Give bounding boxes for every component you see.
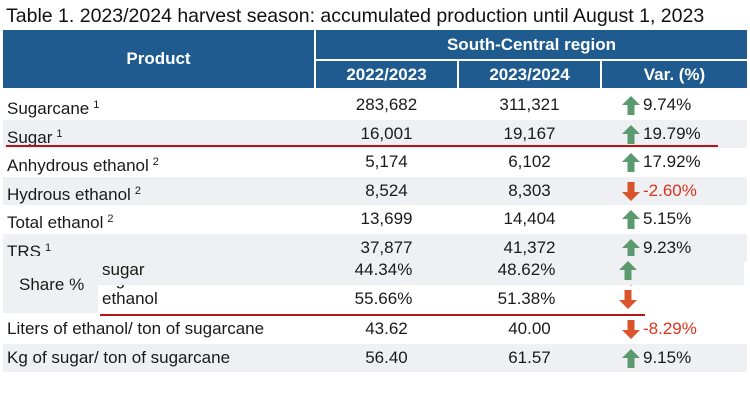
row-product-name: Kg of sugar/ ton of sugarcane <box>7 344 230 373</box>
row-value-2022-2023: 283,682 <box>355 95 418 114</box>
row-value-2023-2024: 311,321 <box>499 95 560 114</box>
row-product-name: Total ethanol 2 <box>7 205 114 234</box>
row-product-name: Liters of ethanol/ ton of sugarcane <box>7 315 264 344</box>
row-variation: 9.74% <box>643 95 692 114</box>
table-caption-text: 2023/2024 harvest season: accumulated pr… <box>79 5 705 27</box>
row-variation: 9.15% <box>643 347 692 367</box>
share-row-name: ethanol <box>102 288 158 308</box>
share-group: Share % <box>3 256 98 313</box>
share-value-2022-2023: 44.34% <box>354 260 413 279</box>
arrow-down-icon <box>622 320 640 339</box>
row-variation: -2.60% <box>643 180 697 200</box>
row-value-2022-2023: 37,877 <box>360 237 413 257</box>
table-row: Sugar 1 16,001 19,167 19.79% <box>3 119 747 149</box>
row-product-name: Sugar 1 <box>7 120 63 149</box>
table-row: Liters of ethanol/ ton of sugarcane 43.62… <box>3 315 747 344</box>
table-row: Hydrous ethanol 2 8,524 8,303 -2.60% <box>3 176 747 206</box>
header-region: South-Central region <box>316 30 747 59</box>
arrow-up-icon <box>622 153 640 172</box>
arrow-up-icon <box>619 261 637 280</box>
header-season-2022-2023: 2022/2023 <box>316 61 457 88</box>
row-product-label: Kg of sugar/ ton of sugarcane <box>7 347 231 367</box>
share-value-2022-2023: 55.66% <box>354 288 413 308</box>
row-product-label: Sugarcane <box>7 99 90 118</box>
header-variation: Var. (%) <box>602 61 747 88</box>
highlight-underline-sugar <box>6 145 718 147</box>
table-row: Anhydrous ethanol 2 5,174 6,102 17.92% <box>3 148 747 177</box>
row-product-name: Hydrous ethanol 2 <box>7 177 141 206</box>
row-product-label: Sugar <box>7 127 53 147</box>
table-row: Sugarcane 1 283,682 311,321 9.74% <box>3 91 747 120</box>
row-value-2022-2023: 56.40 <box>365 347 408 367</box>
arrow-up-icon <box>622 348 640 368</box>
arrow-down-icon <box>622 181 640 201</box>
row-variation: 19.79% <box>643 123 701 143</box>
row-footnote-marker: 1 <box>45 241 52 254</box>
row-variation: 5.15% <box>643 209 692 228</box>
row-footnote-marker: 1 <box>56 127 63 140</box>
row-footnote-marker: 2 <box>134 184 141 197</box>
share-row: sugar 44.34% 48.62% <box>98 256 744 285</box>
header-season-2023-2024: 2023/2024 <box>459 61 600 88</box>
share-value-2023-2024: 48.62% <box>497 260 556 279</box>
row-value-2022-2023: 43.62 <box>365 319 408 338</box>
share-label: Share % <box>19 275 85 294</box>
row-product-name: TRS 1 <box>7 234 51 263</box>
arrow-down-icon <box>619 289 637 309</box>
row-footnote-marker: 2 <box>107 213 114 225</box>
row-value-2023-2024: 14,404 <box>503 209 556 228</box>
table-row: Total ethanol 2 13,699 14,404 5.15% <box>3 205 747 234</box>
arrow-up-icon <box>622 96 640 115</box>
row-product-label: Total ethanol <box>7 213 104 232</box>
row-variation: 17.92% <box>643 152 701 171</box>
row-product-label: TRS <box>7 241 41 261</box>
row-value-2022-2023: 13,699 <box>360 209 413 228</box>
table-header: Product South-Central region 2022/2023 2… <box>3 30 747 88</box>
row-value-2023-2024: 8,303 <box>508 180 551 200</box>
arrow-up-icon <box>622 210 640 229</box>
highlight-underline-share <box>100 314 645 316</box>
share-row: ethanol 55.66% 51.38% <box>98 285 744 314</box>
row-variation: 9.23% <box>643 237 692 257</box>
row-product-name: Anhydrous ethanol 2 <box>7 148 159 177</box>
row-footnote-marker: 1 <box>93 99 100 111</box>
row-product-label: Liters of ethanol/ ton of sugarcane <box>7 319 265 338</box>
row-value-2023-2024: 61.57 <box>508 347 551 367</box>
row-variation: -8.29% <box>643 319 697 338</box>
table-row: Kg of sugar/ ton of sugarcane 56.40 61.57 9… <box>3 343 747 373</box>
row-product-label: Hydrous ethanol <box>7 184 131 204</box>
row-value-2023-2024: 19,167 <box>503 123 556 143</box>
row-value-2023-2024: 40.00 <box>508 319 551 338</box>
arrow-up-icon <box>622 238 640 258</box>
row-value-2023-2024: 41,372 <box>503 237 556 257</box>
row-value-2023-2024: 6,102 <box>508 152 551 171</box>
production-table: Product South-Central region 2022/2023 2… <box>3 30 747 88</box>
share-row-name: sugar <box>102 260 145 279</box>
row-value-2022-2023: 8,524 <box>365 180 408 200</box>
row-value-2022-2023: 5,174 <box>365 152 408 171</box>
row-product-name: Sugarcane 1 <box>7 91 99 120</box>
arrow-up-icon <box>622 124 640 144</box>
row-value-2022-2023: 16,001 <box>360 123 413 143</box>
table-caption: Table 1. 2023/2024 harvest season: accum… <box>6 3 704 29</box>
row-product-label: Anhydrous ethanol <box>7 156 149 175</box>
share-value-2023-2024: 51.38% <box>497 288 556 308</box>
table-caption-label: Table 1. <box>6 5 75 27</box>
row-footnote-marker: 2 <box>152 156 159 168</box>
header-product: Product <box>3 30 314 88</box>
